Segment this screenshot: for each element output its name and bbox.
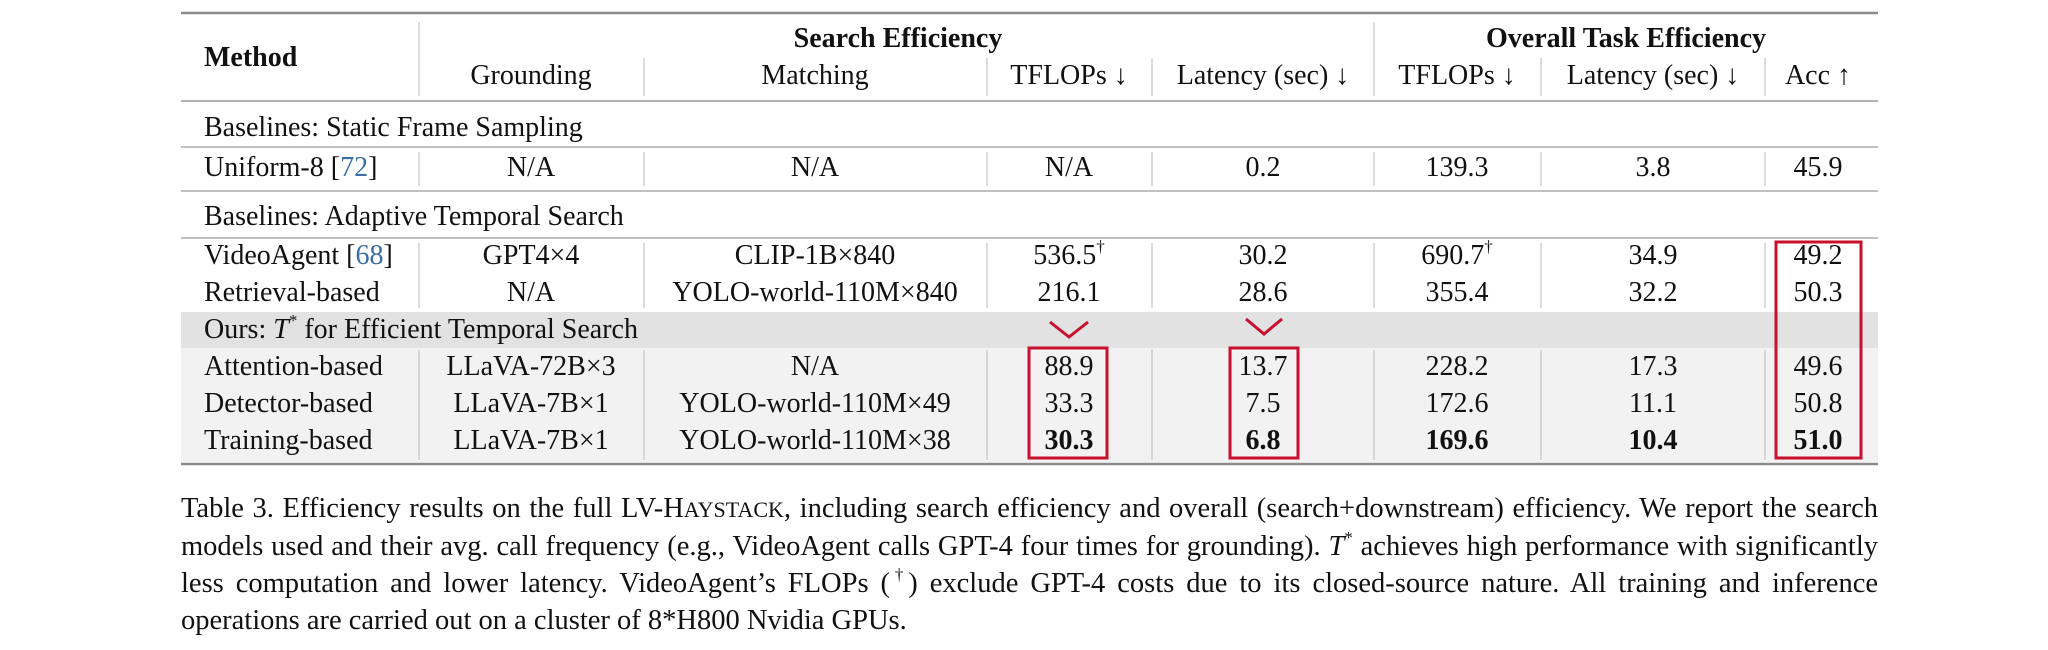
header-search-latency: Latency (sec) ↓ xyxy=(1176,60,1350,91)
row-retrieval-matching: YOLO-world-110M×840 xyxy=(672,277,958,308)
method-bracket: ] xyxy=(383,240,393,271)
row-uniform-method: Uniform-8 [72] xyxy=(204,150,377,186)
row-uniform-matching: N/A xyxy=(790,152,840,183)
row-retrieval-search-latency: 28.6 xyxy=(1238,277,1288,308)
row-detector-overall-tflops: 172.6 xyxy=(1425,388,1489,419)
row-videoagent-accuracy: 49.2 xyxy=(1793,240,1843,271)
header-overall-latency: Latency (sec) ↓ xyxy=(1566,60,1740,91)
row-uniform-accuracy: 45.9 xyxy=(1793,152,1843,183)
row-attention-overall-latency: 17.3 xyxy=(1628,351,1678,382)
value: 690.7 xyxy=(1421,240,1485,271)
row-training-overall-latency: 10.4 xyxy=(1628,425,1678,456)
row-training-search-tflops: 30.3 xyxy=(1044,425,1094,456)
t-star-symbol: T xyxy=(273,314,289,345)
row-videoagent-matching: CLIP-1B×840 xyxy=(734,240,896,271)
row-attention-matching: N/A xyxy=(790,351,840,382)
row-videoagent-overall-latency: 34.9 xyxy=(1628,240,1678,271)
row-uniform-grounding: N/A xyxy=(506,152,556,183)
caption-t-symbol: T xyxy=(1328,531,1345,562)
method-bracket: ] xyxy=(368,152,378,183)
row-training-matching: YOLO-world-110M×38 xyxy=(679,425,951,456)
header-accuracy: Acc ↑ xyxy=(1784,60,1852,91)
highlight-search-latency xyxy=(1228,346,1300,460)
column-dividers xyxy=(418,22,1766,460)
section-ours-suffix: for Efficient Temporal Search xyxy=(297,314,638,345)
section-adaptive-temporal-search: Baselines: Adaptive Temporal Search xyxy=(204,201,624,232)
header-search-tflops: TFLOPs ↓ xyxy=(1010,60,1128,91)
caption-t-star: * xyxy=(1344,528,1353,547)
citation-link[interactable]: 72 xyxy=(340,152,369,183)
row-training-method: Training-based xyxy=(204,425,373,456)
section-static-frame-sampling: Baselines: Static Frame Sampling xyxy=(204,112,583,143)
table-rules-and-highlights xyxy=(181,11,1878,466)
caption-text-2: , including search efficiency and overal… xyxy=(181,493,1879,562)
section-ours: Ours: T* for Efficient Temporal Search xyxy=(204,312,638,348)
caption-dagger: † xyxy=(890,565,909,584)
row-retrieval-overall-tflops: 355.4 xyxy=(1425,277,1489,308)
row-uniform-overall-tflops: 139.3 xyxy=(1425,152,1489,183)
row-attention-search-tflops: 88.9 xyxy=(1044,351,1094,382)
header-method: Method xyxy=(204,42,298,73)
caption-small-caps: AYSTACK xyxy=(683,497,784,522)
highlight-search-tflops xyxy=(1027,346,1109,460)
row-training-search-latency: 6.8 xyxy=(1245,425,1281,456)
row-detector-search-latency: 7.5 xyxy=(1245,388,1281,419)
row-retrieval-grounding: N/A xyxy=(506,277,556,308)
chevron-down-icon xyxy=(1049,320,1089,339)
row-training-accuracy: 51.0 xyxy=(1793,425,1843,456)
dagger-mark: † xyxy=(1096,237,1105,256)
citation-link[interactable]: 68 xyxy=(355,240,384,271)
row-detector-grounding: LLaVA-7B×1 xyxy=(453,388,609,419)
row-videoagent-overall-tflops: 690.7† xyxy=(1421,238,1493,274)
row-attention-grounding: LLaVA-72B×3 xyxy=(446,351,616,382)
row-training-overall-tflops: 169.6 xyxy=(1425,425,1489,456)
ours-section-band xyxy=(181,312,1878,348)
caption-text-1: Efficiency results on the full LV-H xyxy=(273,493,684,524)
row-uniform-overall-latency: 3.8 xyxy=(1635,152,1671,183)
t-star-superscript: * xyxy=(288,311,298,330)
chevron-down-icon xyxy=(1245,317,1283,336)
row-retrieval-search-tflops: 216.1 xyxy=(1037,277,1101,308)
row-detector-accuracy: 50.8 xyxy=(1793,388,1843,419)
header-matching: Matching xyxy=(761,60,869,91)
method-name: VideoAgent [ xyxy=(204,240,356,271)
dagger-mark: † xyxy=(1484,237,1493,256)
row-attention-search-latency: 13.7 xyxy=(1238,351,1288,382)
row-training-grounding: LLaVA-7B×1 xyxy=(453,425,609,456)
row-detector-search-tflops: 33.3 xyxy=(1044,388,1094,419)
row-uniform-search-latency: 0.2 xyxy=(1245,152,1281,183)
row-videoagent-grounding: GPT4×4 xyxy=(482,240,580,271)
header-grounding: Grounding xyxy=(470,60,592,91)
row-attention-accuracy: 49.6 xyxy=(1793,351,1843,382)
row-retrieval-overall-latency: 32.2 xyxy=(1628,277,1678,308)
header-overall-tflops: TFLOPs ↓ xyxy=(1398,60,1516,91)
caption-label: Table 3. xyxy=(181,493,274,524)
row-attention-overall-tflops: 228.2 xyxy=(1425,351,1489,382)
header-group-overall-task-efficiency: Overall Task Efficiency xyxy=(1486,23,1766,54)
efficiency-table: Method Search Efficiency Overall Task Ef… xyxy=(181,0,1878,475)
caption-text-3: achieves high performance with significa… xyxy=(181,531,1878,599)
row-detector-overall-latency: 11.1 xyxy=(1629,388,1677,419)
value: 536.5 xyxy=(1033,240,1097,271)
method-name: Uniform-8 [ xyxy=(204,152,341,183)
highlight-accuracy xyxy=(1774,240,1863,460)
row-videoagent-search-tflops: 536.5† xyxy=(1033,238,1105,274)
row-retrieval-accuracy: 50.3 xyxy=(1793,277,1843,308)
row-videoagent-method: VideoAgent [68] xyxy=(204,238,393,274)
row-detector-method: Detector-based xyxy=(204,388,373,419)
caption-text-4: ) exclude GPT-4 costs due to its closed-… xyxy=(181,568,1878,636)
row-detector-matching: YOLO-world-110M×49 xyxy=(679,388,951,419)
header-group-search-efficiency: Search Efficiency xyxy=(793,23,1003,54)
row-retrieval-method: Retrieval-based xyxy=(204,277,380,308)
section-ours-prefix: Ours: xyxy=(204,314,274,345)
row-videoagent-search-latency: 30.2 xyxy=(1238,240,1288,271)
row-attention-method: Attention-based xyxy=(204,351,383,382)
row-uniform-search-tflops: N/A xyxy=(1044,152,1094,183)
table-caption: Table 3. Efficiency results on the full … xyxy=(181,490,1878,639)
